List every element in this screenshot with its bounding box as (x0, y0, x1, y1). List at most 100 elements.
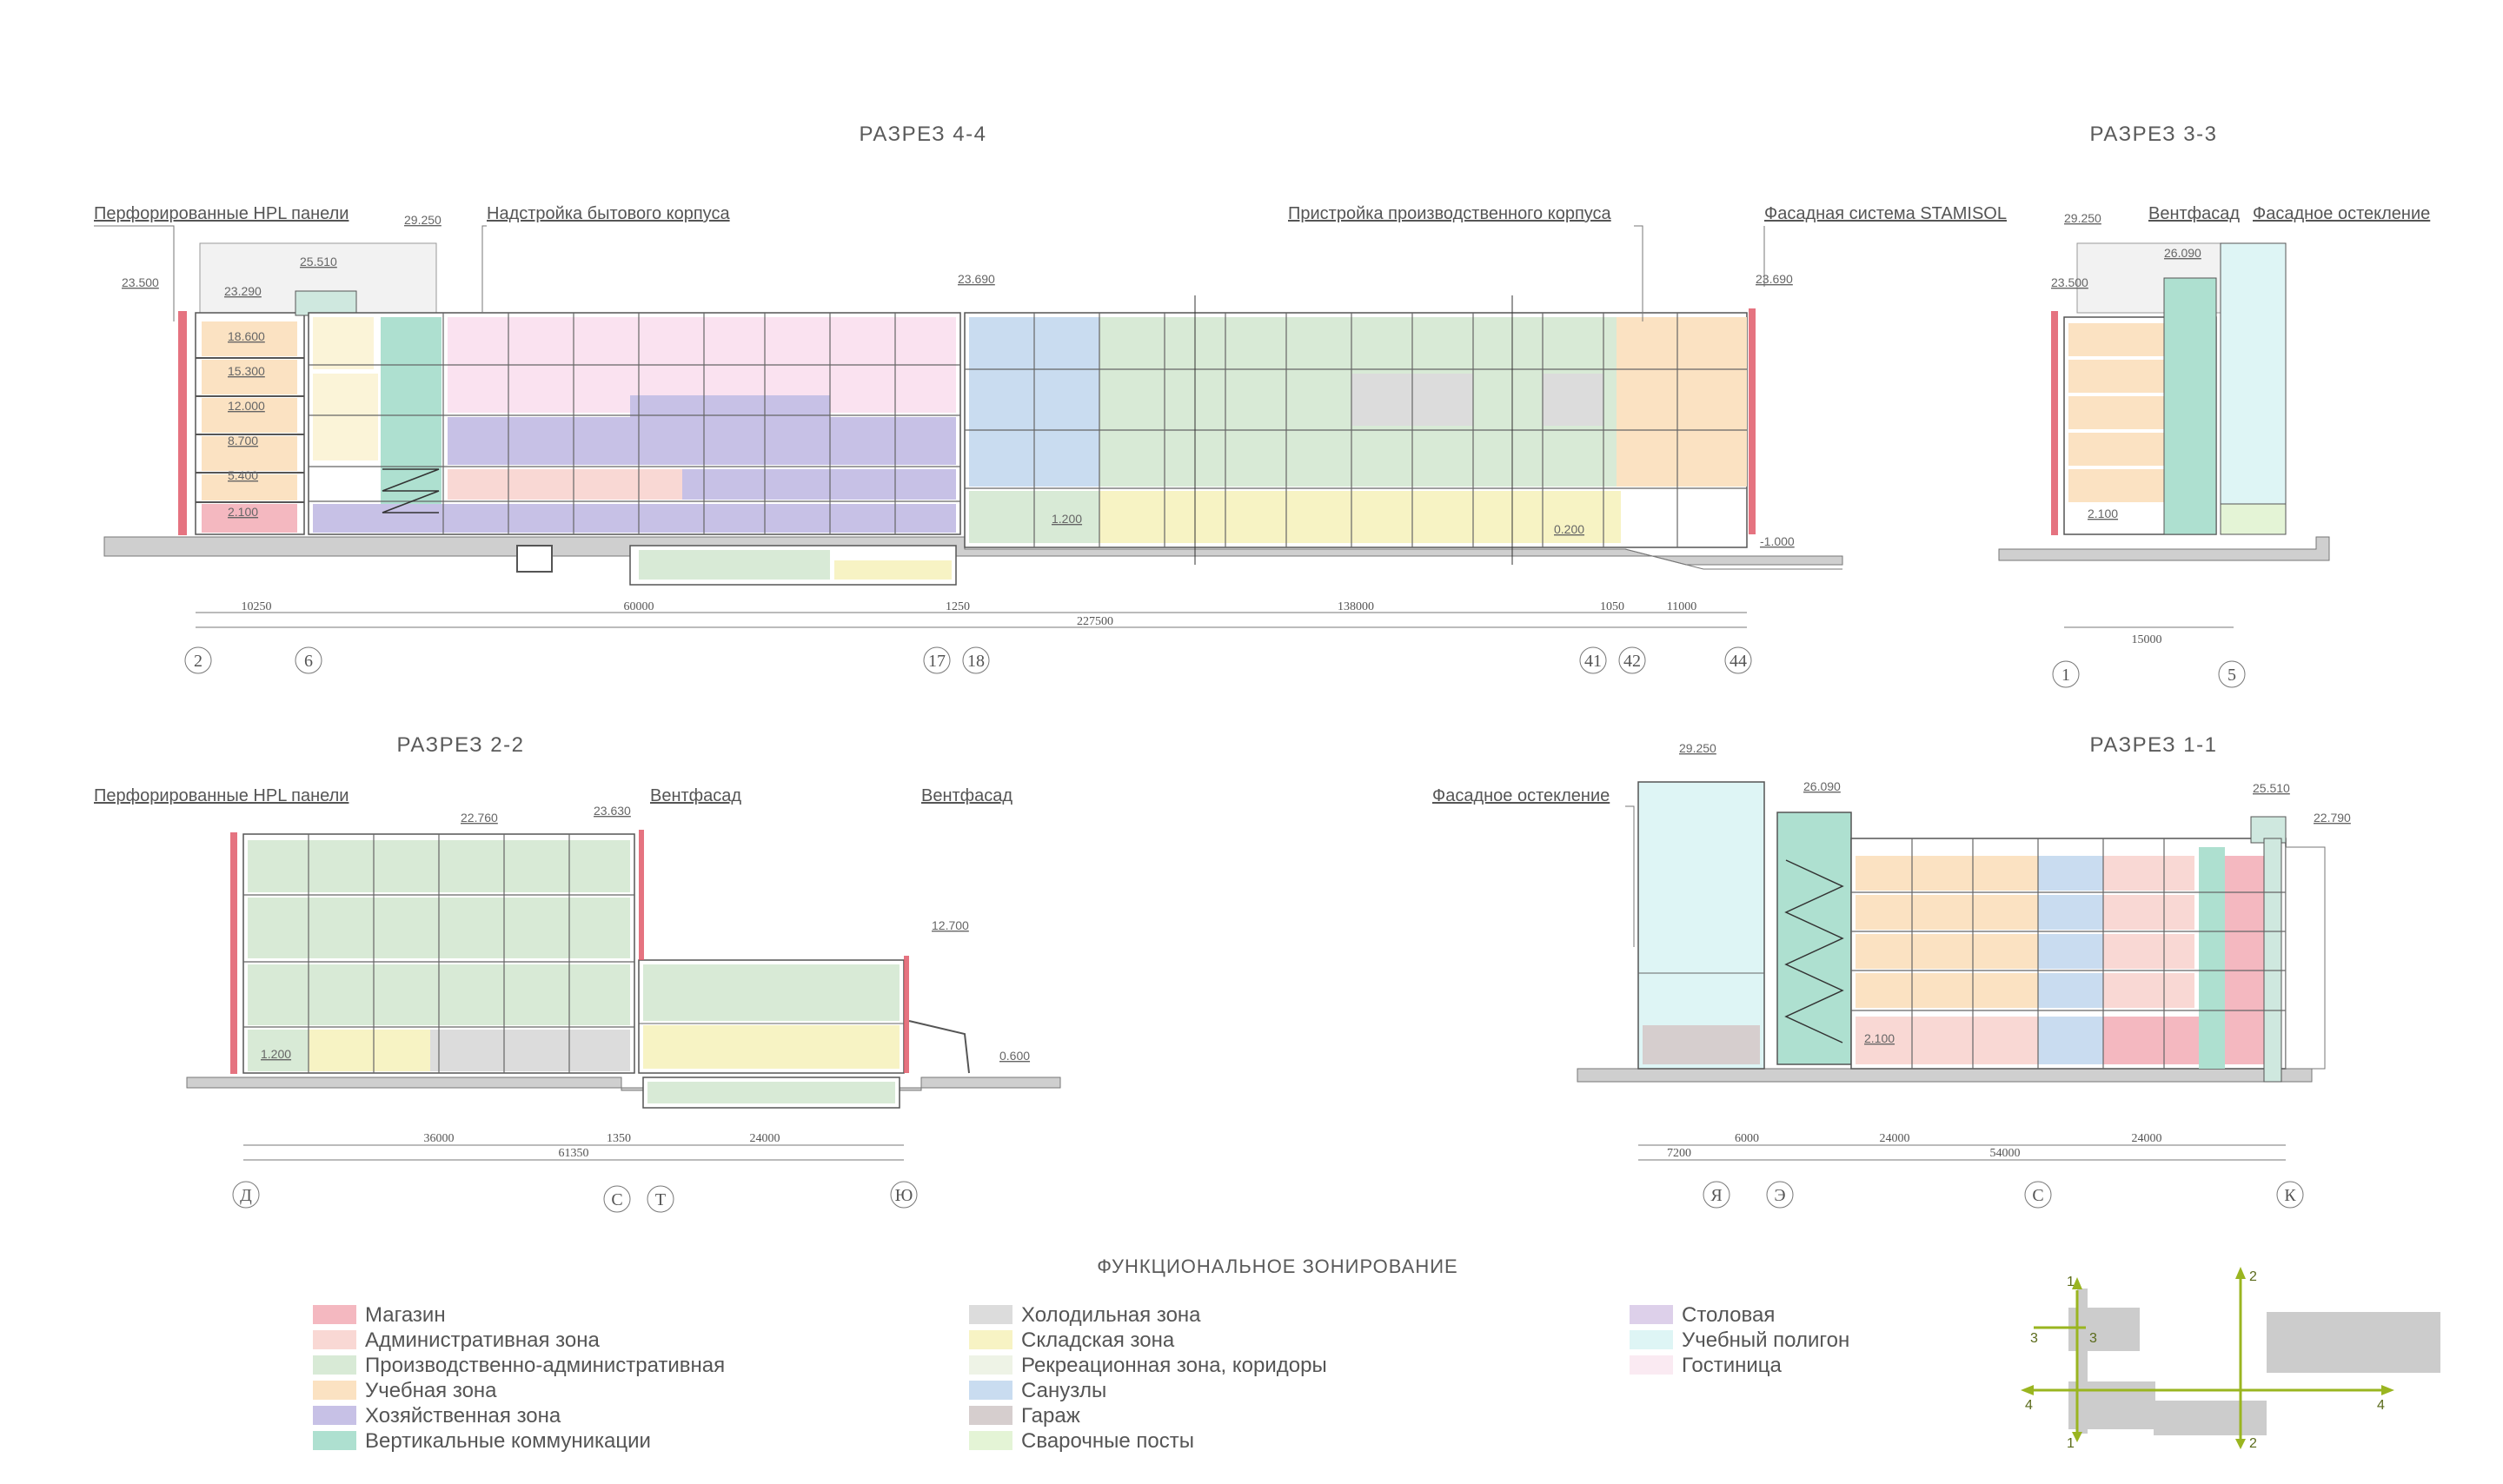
svg-text:29.250: 29.250 (1679, 741, 1716, 755)
svg-text:0.200: 0.200 (1554, 522, 1584, 536)
legend-swatch (969, 1431, 1012, 1450)
svg-text:24000: 24000 (750, 1132, 780, 1145)
svg-text:3: 3 (2030, 1331, 2038, 1346)
legend-label: Холодильная зона (1021, 1303, 1201, 1327)
svg-text:Ю: Ю (895, 1186, 913, 1205)
svg-text:25.510: 25.510 (2253, 781, 2290, 795)
svg-text:2.100: 2.100 (1864, 1031, 1895, 1045)
svg-text:11000: 11000 (1667, 600, 1696, 613)
callout-ventfacade-33: Вентфасад (2148, 204, 2240, 223)
svg-text:15.300: 15.300 (228, 364, 265, 378)
callout-superstructure: Надстройка бытового корпуса (487, 204, 730, 223)
callout-hpl-panels-22: Перфорированные HPL панели (94, 786, 349, 805)
svg-text:1: 1 (2067, 1275, 2075, 1289)
legend-label: Гостиница (1682, 1354, 1783, 1377)
svg-text:8.700: 8.700 (228, 434, 258, 447)
svg-text:С: С (2032, 1186, 2043, 1205)
svg-text:Я: Я (1710, 1186, 1722, 1205)
callout-glazing-33: Фасадное остекление (2253, 204, 2430, 223)
section-1-1: РАЗРЕЗ 1-1 (1432, 733, 2351, 1209)
svg-text:Э: Э (1774, 1186, 1785, 1205)
legend-label: Производственно-административная (365, 1354, 725, 1377)
svg-text:36000: 36000 (424, 1132, 455, 1145)
legend-swatch (313, 1355, 356, 1375)
section-4-4-title: РАЗРЕЗ 4-4 (860, 123, 987, 146)
svg-text:23.500: 23.500 (2051, 275, 2088, 289)
svg-text:2: 2 (2249, 1436, 2257, 1451)
svg-text:18.600: 18.600 (228, 329, 265, 343)
section-3-3-title: РАЗРЕЗ 3-3 (2090, 123, 2218, 146)
svg-text:5: 5 (2227, 666, 2236, 685)
svg-text:С: С (611, 1190, 622, 1209)
svg-text:29.250: 29.250 (404, 213, 442, 227)
legend-label: Хозяйственная зона (365, 1404, 561, 1428)
legend-swatch (313, 1330, 356, 1349)
callout-glazing-11: Фасадное остекление (1432, 786, 1610, 805)
svg-text:0.600: 0.600 (999, 1049, 1030, 1063)
svg-text:Д: Д (240, 1186, 252, 1205)
svg-text:7200: 7200 (1667, 1147, 1691, 1160)
legend-swatch (969, 1381, 1012, 1400)
svg-text:1: 1 (2061, 666, 2070, 685)
legend-swatch (313, 1381, 356, 1400)
legend-swatch (313, 1305, 356, 1324)
svg-text:24000: 24000 (1880, 1132, 1910, 1145)
svg-text:3: 3 (2089, 1331, 2097, 1346)
svg-text:2.100: 2.100 (228, 505, 258, 519)
dimensions-4-4: 10250 60000 1250 227500 138000 1050 1100… (196, 600, 1747, 628)
svg-text:15000: 15000 (2132, 633, 2162, 646)
legend-label: Санузлы (1021, 1379, 1106, 1402)
basement-4-4 (516, 545, 957, 586)
svg-text:1350: 1350 (607, 1132, 631, 1145)
svg-text:1050: 1050 (1600, 600, 1624, 613)
legend-swatch (969, 1305, 1012, 1324)
svg-text:18: 18 (967, 652, 985, 671)
svg-text:23.500: 23.500 (122, 275, 159, 289)
svg-text:26.090: 26.090 (1803, 779, 1841, 793)
svg-text:1.200: 1.200 (1052, 512, 1082, 526)
legend-label: Столовая (1682, 1303, 1775, 1327)
svg-text:1.200: 1.200 (261, 1047, 291, 1061)
svg-text:1250: 1250 (946, 600, 970, 613)
right-block-4-4 (964, 295, 1756, 565)
legend-label: Складская зона (1021, 1328, 1175, 1352)
legend-swatch (969, 1330, 1012, 1349)
legend-label: Рекреационная зона, коридоры (1021, 1354, 1327, 1377)
section-3-3: РАЗРЕЗ 3-3 Вентфасад Фасадное остекление… (1998, 123, 2430, 688)
section-4-4: РАЗРЕЗ 4-4 (94, 123, 2007, 674)
svg-text:23.690: 23.690 (958, 272, 995, 286)
svg-text:54000: 54000 (1990, 1147, 2021, 1160)
svg-text:2: 2 (2249, 1269, 2257, 1284)
legend-label: Магазин (365, 1303, 446, 1327)
svg-text:23.290: 23.290 (224, 284, 262, 298)
left-block-4-4 (178, 290, 357, 535)
svg-text:17: 17 (928, 652, 946, 671)
callout-ventfacade-22a: Вентфасад (650, 786, 741, 805)
elevations-4-4: 23.500 23.290 29.250 25.510 18.600 15.30… (122, 213, 1795, 548)
legend-label: Сварочные посты (1021, 1429, 1194, 1453)
svg-text:29.250: 29.250 (2064, 211, 2101, 225)
legend-swatch (313, 1431, 356, 1450)
section-2-2-title: РАЗРЕЗ 2-2 (397, 733, 525, 757)
svg-text:6000: 6000 (1735, 1132, 1759, 1145)
svg-text:22.760: 22.760 (461, 811, 498, 825)
callout-stamisol: Фасадная система STAMISOL (1764, 204, 2007, 223)
svg-text:22.790: 22.790 (2314, 811, 2351, 825)
svg-text:-1.000: -1.000 (1760, 534, 1795, 548)
legend-swatch (1630, 1305, 1673, 1324)
svg-text:12.700: 12.700 (932, 918, 969, 932)
svg-text:5.400: 5.400 (228, 468, 258, 482)
legend-label: Вертикальные коммуникации (365, 1429, 651, 1453)
svg-text:25.510: 25.510 (300, 255, 337, 268)
svg-text:12.000: 12.000 (228, 399, 265, 413)
svg-text:26.090: 26.090 (2164, 246, 2201, 260)
svg-text:2.100: 2.100 (2088, 507, 2118, 520)
svg-text:4: 4 (2377, 1398, 2385, 1413)
svg-text:138000: 138000 (1338, 600, 1374, 613)
svg-text:23.690: 23.690 (1756, 272, 1793, 286)
legend-label: Гараж (1021, 1404, 1080, 1428)
section-2-2: РАЗРЕЗ 2-2 Перфорированные HPL панели Ве… (94, 733, 1061, 1213)
legend-swatch (1630, 1330, 1673, 1349)
svg-text:К: К (2284, 1186, 2296, 1205)
